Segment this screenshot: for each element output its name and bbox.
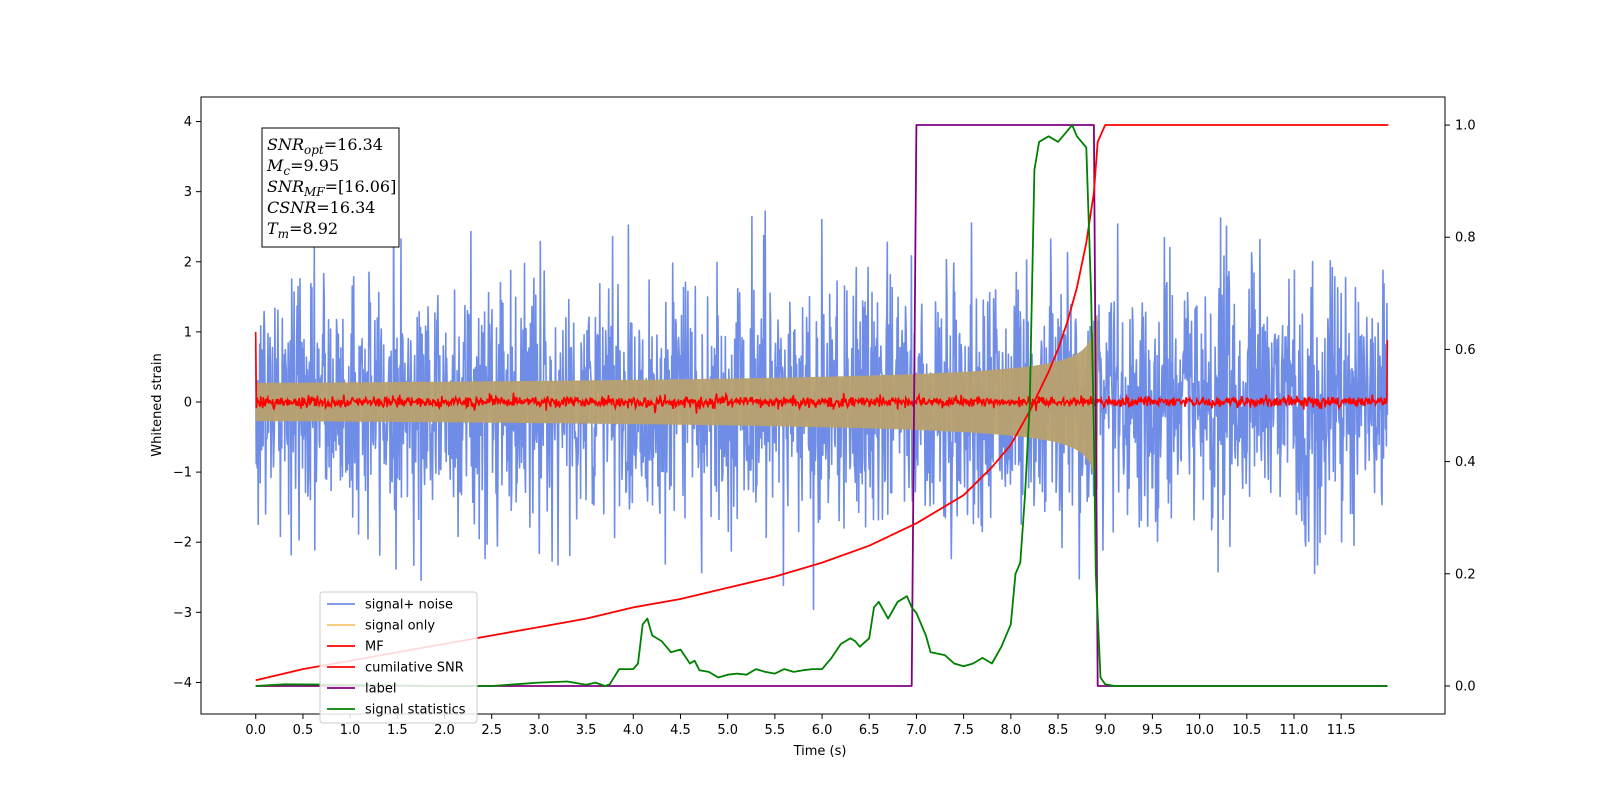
legend-label: MF: [365, 640, 384, 655]
mf-line: [254, 331, 1389, 414]
annotation-line: Mc=9.95: [266, 156, 339, 178]
y-left-tick-label: −1: [173, 466, 192, 481]
x-tick-label: 7.0: [906, 723, 927, 738]
y-left-tick-label: 2: [184, 255, 192, 270]
x-tick-label: 1.5: [387, 723, 408, 738]
x-tick-label: 4.0: [623, 723, 644, 738]
y-left-tick-label: 1: [184, 325, 192, 340]
x-tick-label: 8.5: [1048, 723, 1069, 738]
x-tick-label: 5.0: [717, 723, 738, 738]
x-tick-label: 2.0: [434, 723, 455, 738]
x-tick-label: 4.5: [670, 723, 691, 738]
x-tick-label: 3.0: [529, 723, 550, 738]
legend-frame: [319, 591, 478, 724]
annotation-line: CSNR=16.34: [267, 198, 375, 217]
x-tick-label: 10.0: [1185, 723, 1214, 738]
right-axis-ticks: 0.0 0.2 0.4 0.6 0.8 1.0: [1445, 119, 1476, 694]
y-right-tick-label: 0.4: [1455, 455, 1476, 470]
y-left-tick-label: −4: [173, 676, 192, 691]
y-left-tick-label: −3: [173, 606, 192, 621]
x-tick-label: 0.0: [245, 723, 266, 738]
x-axis-ticks: 0.0 0.5 1.0 1.5 2.0 2.5 3.0 3.5 4.0 4.5 5.0 5.5 6.0 6…: [245, 714, 1356, 738]
x-tick-label: 7.5: [953, 723, 974, 738]
x-tick-label: 0.5: [293, 723, 314, 738]
mf-series: [254, 331, 1389, 414]
y-right-tick-label: 0.0: [1455, 679, 1476, 694]
y-left-tick-label: 0: [184, 395, 192, 410]
y-right-tick-label: 0.2: [1455, 567, 1476, 582]
x-tick-label: 6.5: [859, 723, 880, 738]
annotation-line: SNRMF=[16.06]: [267, 177, 396, 199]
x-tick-label: 11.0: [1280, 723, 1309, 738]
y-axis-label: Whitened strain: [150, 353, 165, 456]
legend-label: signal statistics: [365, 703, 466, 718]
x-tick-label: 5.5: [765, 723, 786, 738]
legend-label: signal only: [365, 619, 435, 634]
left-axis-ticks: −4 −3 −2 −1 0 1 2 3 4: [173, 115, 201, 691]
y-left-tick-label: 4: [184, 115, 192, 130]
x-tick-label: 8.0: [1000, 723, 1021, 738]
y-right-tick-label: 0.8: [1455, 231, 1476, 246]
x-tick-label: 9.5: [1142, 723, 1163, 738]
y-left-tick-label: 3: [184, 185, 192, 200]
x-tick-label: 1.0: [340, 723, 361, 738]
legend-label: cumilative SNR: [365, 661, 464, 676]
x-tick-label: 10.5: [1232, 723, 1261, 738]
signal-statistics-line: [255, 124, 1388, 687]
y-right-tick-label: 1.0: [1455, 119, 1476, 134]
legend-label: label: [365, 682, 396, 697]
annotation-box: SNRopt=16.34Mc=9.95SNRMF=[16.06]CSNR=16.…: [261, 127, 400, 248]
annotation-frame: [261, 127, 400, 248]
x-tick-label: 11.5: [1327, 723, 1356, 738]
x-tick-label: 9.0: [1095, 723, 1116, 738]
annotation-line: Tm=8.92: [267, 219, 338, 241]
x-tick-label: 3.5: [576, 723, 597, 738]
plot-frame: [200, 96, 1446, 715]
annotation-line: SNRopt=16.34: [267, 135, 383, 157]
x-tick-label: 6.0: [812, 723, 833, 738]
x-tick-label: 2.5: [481, 723, 502, 738]
y-right-tick-label: 0.6: [1455, 343, 1476, 358]
x-axis-label: Time (s): [793, 744, 847, 759]
y-left-tick-label: −2: [173, 536, 192, 551]
legend-label: signal+ noise: [365, 598, 453, 613]
legend: signal+ noise signal only MF cumilative SNR…: [319, 591, 478, 724]
